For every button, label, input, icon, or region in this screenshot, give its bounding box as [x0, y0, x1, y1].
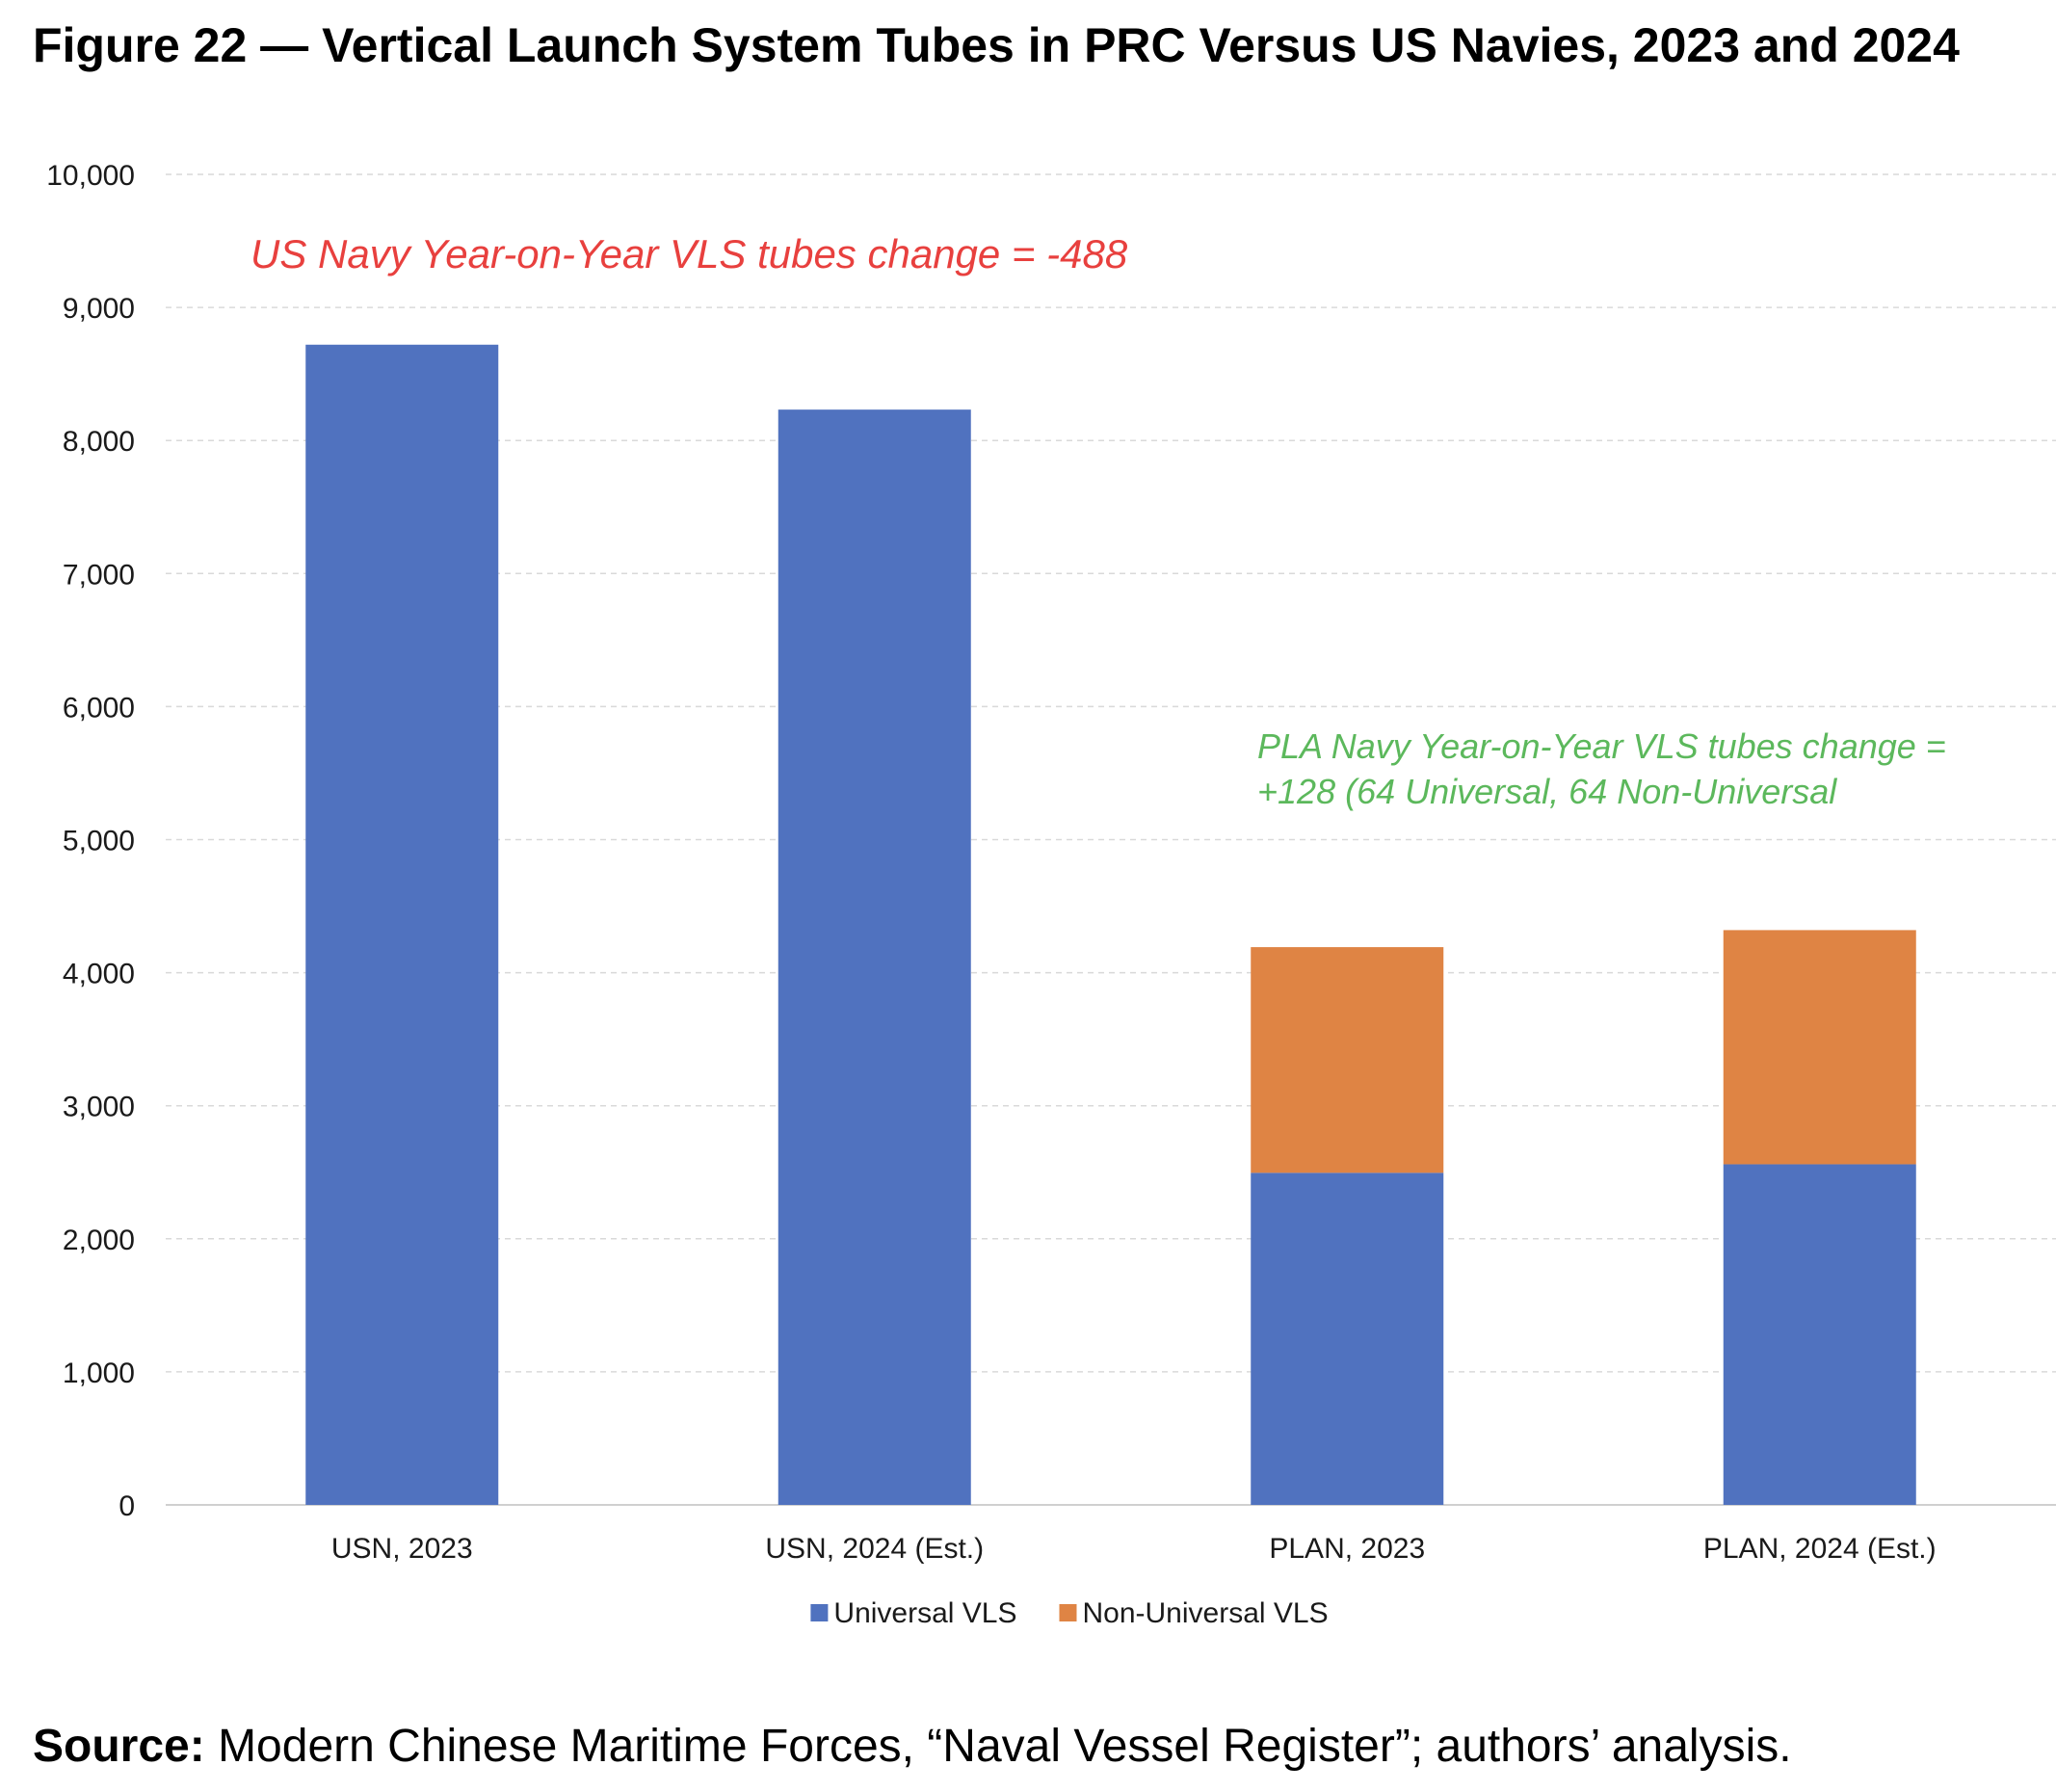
y-tick-label: 0: [119, 1490, 135, 1522]
bar-universal-vls: [1251, 1173, 1444, 1505]
source-text: Modern Chinese Maritime Forces, “Naval V…: [218, 1721, 1792, 1772]
y-tick-label: 4,000: [63, 959, 135, 990]
y-tick-label: 3,000: [63, 1092, 135, 1123]
x-tick-label: USN, 2023: [331, 1533, 473, 1565]
source-label: Source:: [33, 1721, 205, 1772]
y-tick-label: 9,000: [63, 293, 135, 325]
legend-label: Non-Universal VLS: [1082, 1597, 1328, 1629]
y-tick-label: 5,000: [63, 826, 135, 857]
y-tick-label: 6,000: [63, 692, 135, 724]
us-navy-change-annotation: US Navy Year-on-Year VLS tubes change = …: [250, 231, 1128, 277]
y-tick-label: 10,000: [46, 160, 135, 192]
legend-swatch: [810, 1604, 829, 1621]
legend-swatch: [1059, 1604, 1077, 1621]
y-tick-label: 2,000: [63, 1225, 135, 1256]
y-tick-label: 8,000: [63, 426, 135, 458]
bar-universal-vls: [1723, 1164, 1916, 1505]
bar-universal-vls: [305, 344, 499, 1505]
pla-navy-change-annotation: +128 (64 Universal, 64 Non-Universal: [1257, 772, 1837, 811]
x-tick-label: PLAN, 2024 (Est.): [1703, 1533, 1937, 1565]
pla-navy-change-annotation: PLA Navy Year-on-Year VLS tubes change =: [1257, 726, 1946, 766]
x-tick-label: PLAN, 2023: [1269, 1533, 1425, 1565]
source-citation: Source: Modern Chinese Maritime Forces, …: [33, 1715, 2046, 1779]
legend-label: Universal VLS: [833, 1597, 1016, 1629]
x-tick-label: USN, 2024 (Est.): [765, 1533, 984, 1565]
figure-title: Figure 22 — Vertical Launch System Tubes…: [33, 18, 1960, 72]
bar-non-universal-vls: [1251, 947, 1444, 1173]
y-tick-label: 1,000: [63, 1357, 135, 1389]
y-tick-label: 7,000: [63, 559, 135, 591]
bar-universal-vls: [778, 409, 971, 1506]
bar-non-universal-vls: [1723, 930, 1916, 1165]
